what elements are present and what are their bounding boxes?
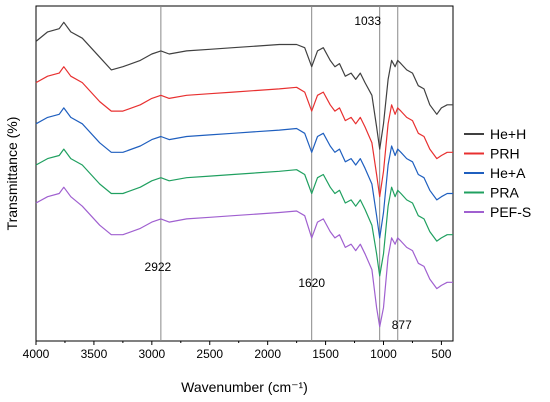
annotation-lines [160,6,399,341]
legend-label-pra: PRA [490,185,519,201]
annotation-label-2922: 2922 [145,260,172,274]
series-layer [35,21,453,328]
x-tick-label: 4000 [23,347,50,361]
plot-frame [35,5,454,342]
y-axis-title: Transmittance (%) [4,117,20,231]
annotation-label-1620: 1620 [298,276,325,290]
series-line-pef-s [35,186,453,328]
x-tick-label: 2500 [196,347,223,361]
x-tick-label: 3000 [138,347,165,361]
series-line-he-a [35,107,453,239]
x-tick-label: 3500 [81,347,108,361]
legend: He+H PRH He+A PRA PEF-S [464,126,531,220]
series-line-pra [35,148,453,277]
x-axis-title: Wavenumber (cm⁻¹) [181,379,308,395]
legend-label-he-h: He+H [490,126,526,142]
plot-area [35,5,454,342]
annotation-label-877: 877 [392,318,412,332]
x-tick-label: 1500 [312,347,339,361]
x-axis: 4000 3500 3000 2500 2000 1500 1000 500 [23,341,452,361]
x-tick-label: 1000 [370,347,397,361]
annotation-label-1033: 1033 [354,14,381,28]
series-line-prh [35,66,453,198]
legend-label-he-a: He+A [490,165,526,181]
x-tick-label: 2000 [254,347,281,361]
annotation-labels: 2922 1620 1033 877 [145,14,413,332]
series-line-he-h [35,21,453,150]
legend-label-prh: PRH [490,146,520,162]
legend-label-pef-s: PEF-S [490,204,531,220]
x-tick-label: 500 [431,347,451,361]
